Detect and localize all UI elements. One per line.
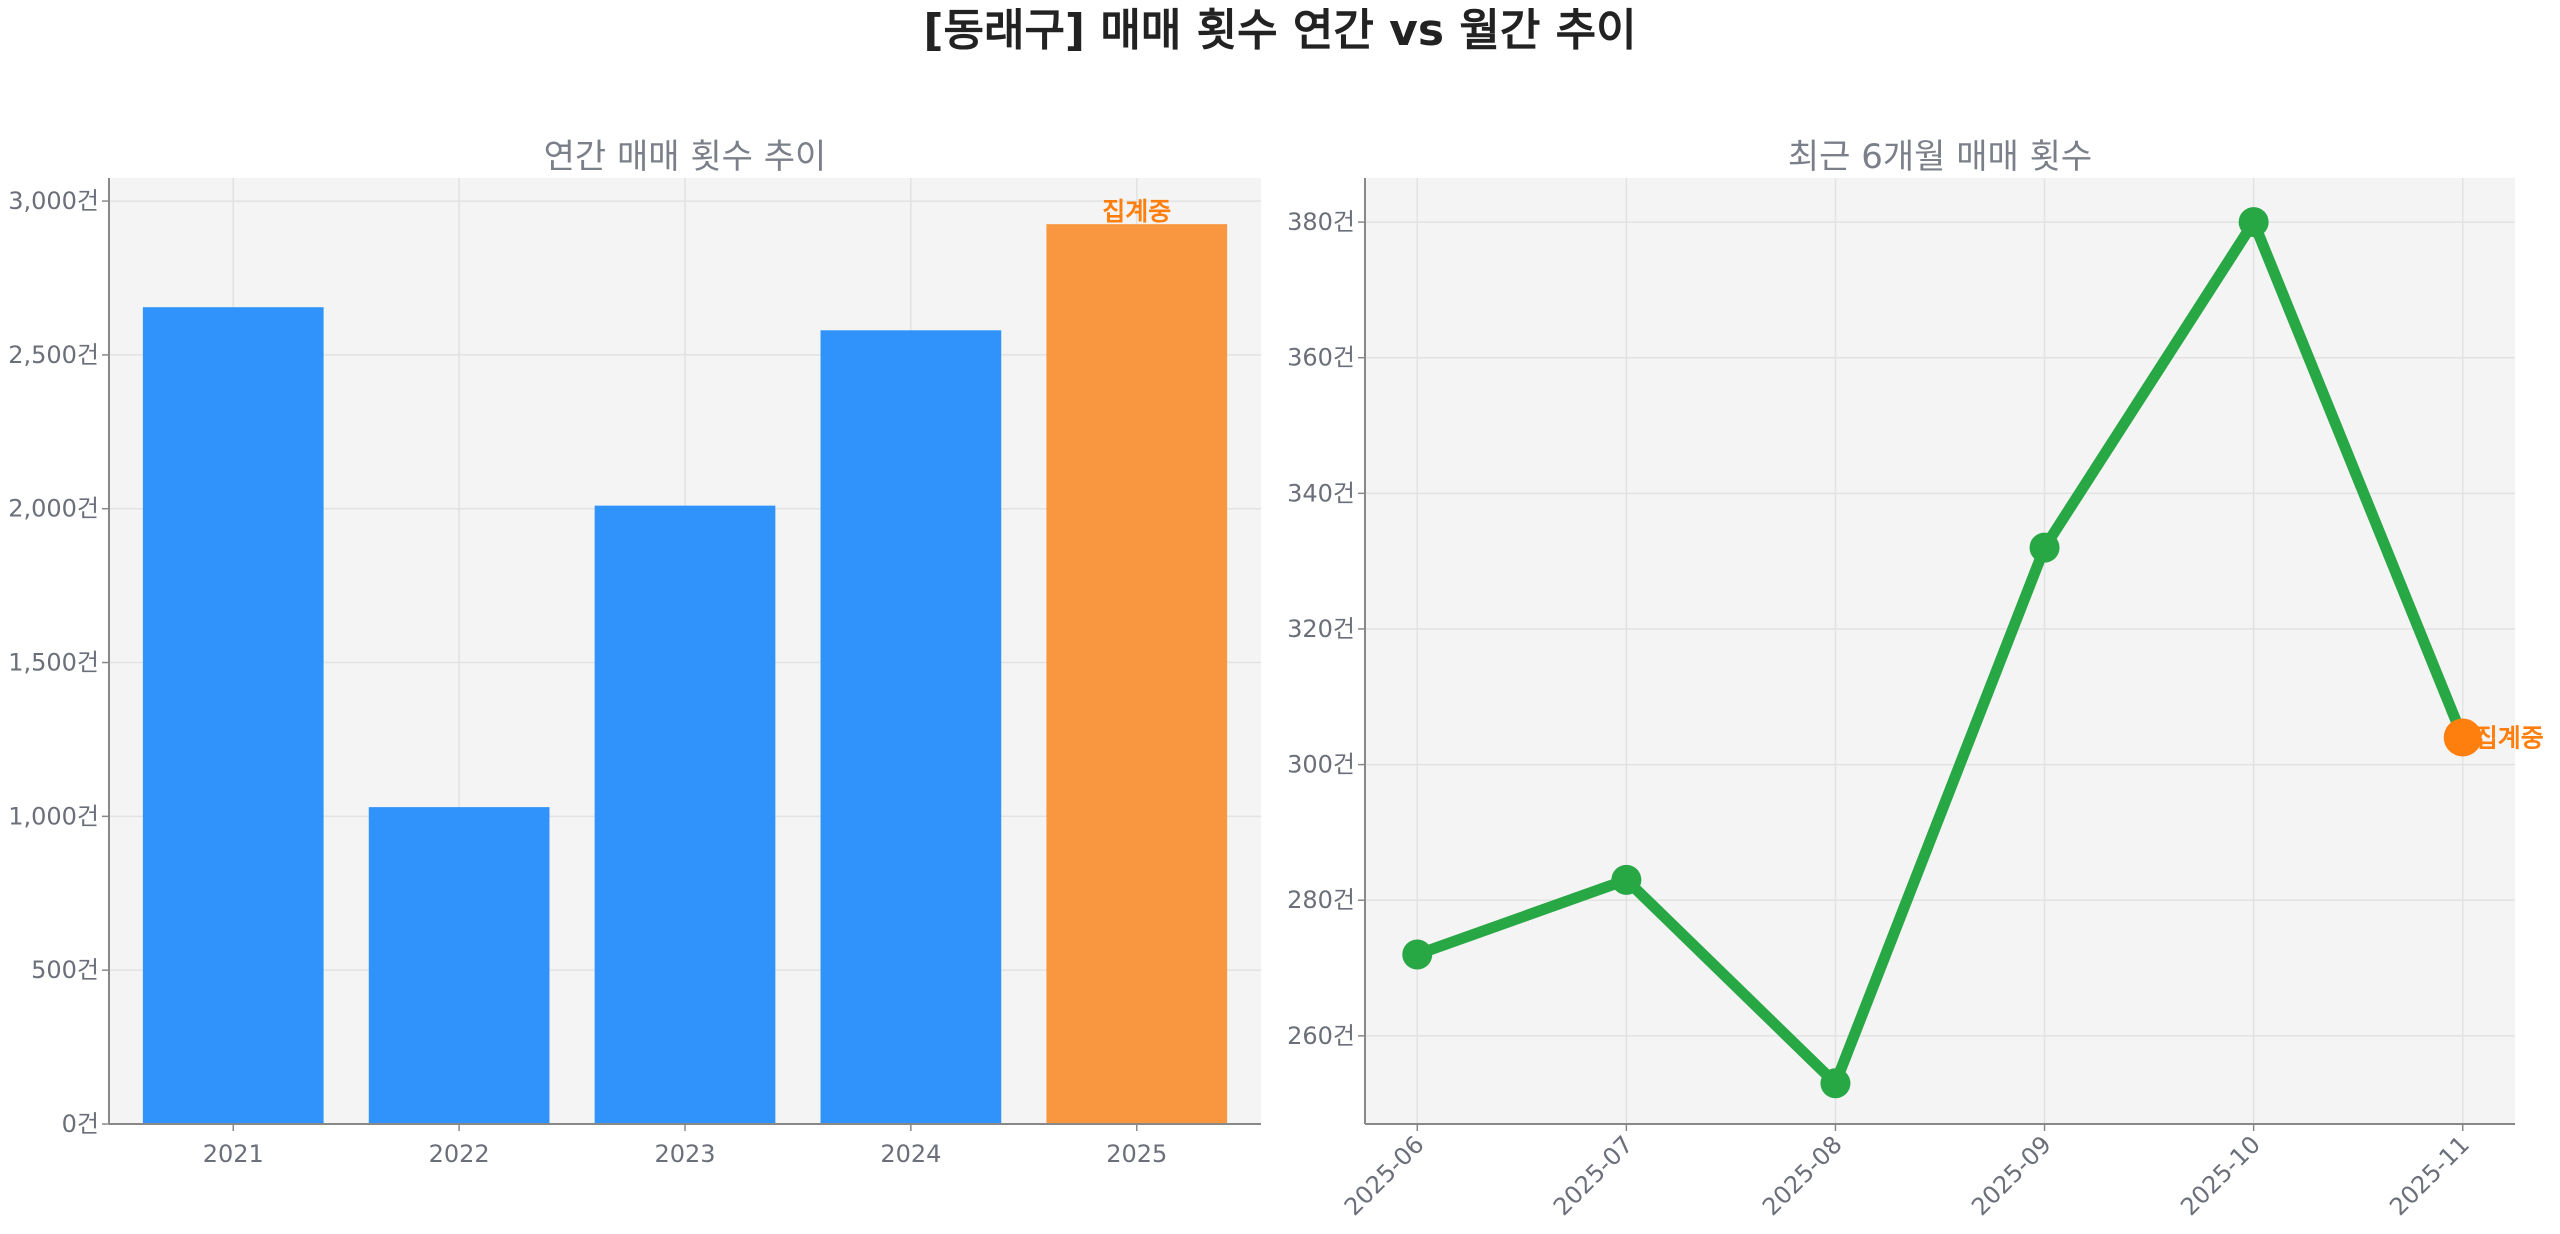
y-tick-label: 2,500건 [8, 341, 99, 369]
bar [820, 330, 1002, 1124]
line-chart: 260건 280건 300건 320건 340건 360건 380건 2025-06 2025-… [1287, 178, 2544, 1221]
y-tick-label: 320건 [1287, 615, 1355, 643]
x-tick-label: 2025-08 [1757, 1130, 1848, 1221]
line-chart-title: 최근 6개월 매매 횟수 [1788, 137, 2092, 177]
x-tick-label: 2024 [880, 1140, 941, 1168]
x-tick-label: 2023 [654, 1140, 715, 1168]
x-tick-label: 2025-06 [1339, 1130, 1430, 1221]
data-point [2443, 718, 2482, 757]
x-tick-label: 2025-09 [1966, 1130, 2057, 1221]
series-line [1415, 216, 2468, 1089]
y-tick-label: 260건 [1287, 1022, 1355, 1050]
y-tick-label: 0건 [62, 1110, 99, 1138]
bar-chart: 0건 500건 1,000건 1,500건 2,000건 2,500건 3,000건 2021… [8, 178, 1261, 1168]
plot-area [1365, 178, 2515, 1124]
y-tick-label: 500건 [31, 956, 99, 984]
bar-annotation: 집계중 [1102, 197, 1171, 226]
bar [142, 307, 324, 1125]
y-tick-label: 2,000건 [8, 495, 99, 523]
y-tick-label: 1,500건 [8, 649, 99, 677]
bar-chart-title: 연간 매매 횟수 추이 [544, 137, 827, 177]
y-tick-label: 3,000건 [8, 187, 99, 215]
data-point [1611, 864, 1642, 895]
point-annotation: 집계중 [2475, 723, 2544, 752]
bar [594, 505, 776, 1124]
data-point [1402, 939, 1433, 970]
data-point [2029, 532, 2060, 563]
data-point [2238, 207, 2269, 238]
y-tick-label: 340건 [1287, 479, 1355, 507]
x-tick-label: 2025 [1106, 1140, 1167, 1168]
x-tick-label: 2025-11 [2384, 1130, 2475, 1221]
y-tick-label: 280건 [1287, 886, 1355, 914]
x-tick-label: 2025-10 [2175, 1130, 2266, 1221]
data-point [1820, 1068, 1851, 1099]
x-tick-label: 2025-07 [1548, 1130, 1639, 1221]
figure-title: [동래구] 매매 횟수 연간 vs 월간 추이 [923, 5, 1636, 56]
y-tick-label: 300건 [1287, 751, 1355, 779]
y-tick-label: 360건 [1287, 344, 1355, 372]
y-tick-label: 1,000건 [8, 802, 99, 830]
bar [1046, 224, 1228, 1124]
x-tick-label: 2021 [203, 1140, 264, 1168]
bar [368, 807, 550, 1124]
y-tick-label: 380건 [1287, 208, 1355, 236]
x-tick-label: 2022 [429, 1140, 490, 1168]
